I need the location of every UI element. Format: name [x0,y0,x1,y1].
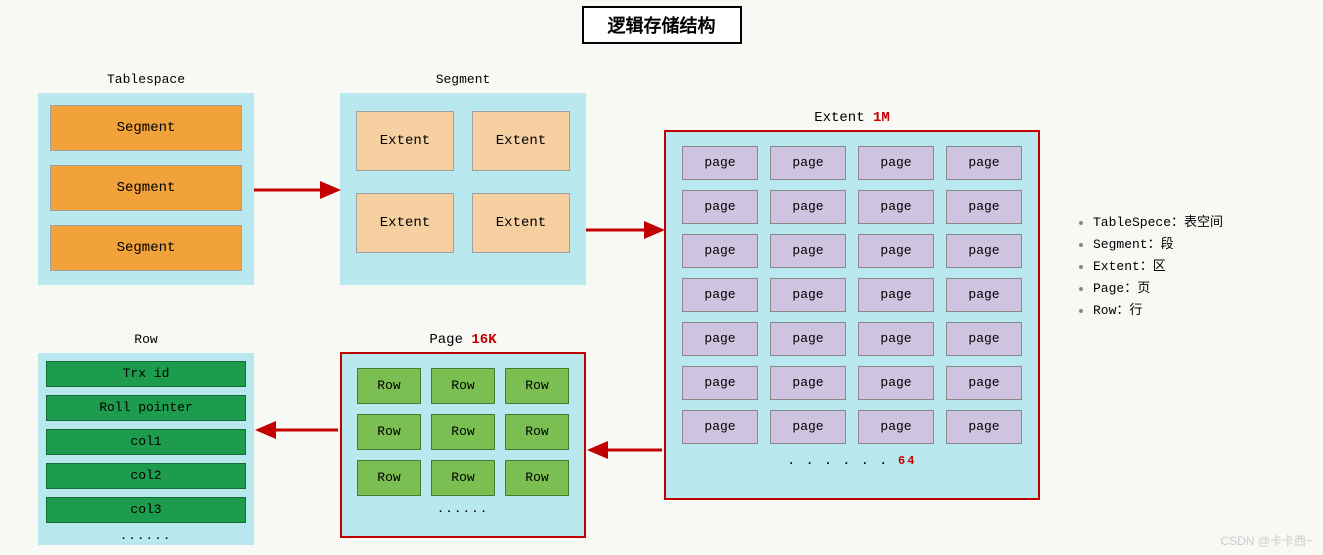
extent-page-cell: page [770,366,846,400]
extent-footer-accent: 64 [898,454,916,468]
extent-label: Extent 1M [664,110,1040,126]
extent-page-cell: page [858,234,934,268]
page-footer-dots: ...... [354,504,572,516]
extent-page-cell: page [946,146,1022,180]
extent-page-cell: page [770,278,846,312]
page-label-prefix: Page [429,332,471,348]
extent-page-cell: page [858,190,934,224]
extent-page-cell: page [946,234,1022,268]
extent-page-cell: page [682,234,758,268]
row-section: Row Trx id Roll pointer col1 col2 col3 .....… [38,332,254,545]
row-footer-dots: ...... [46,531,246,543]
extent-page-cell: page [682,146,758,180]
extent-grid: page page page page page page page page page page… [676,146,1028,444]
extent-panel: page page page page page page page page page page… [664,130,1040,500]
tablespace-panel: Segment Segment Segment [38,93,254,285]
extent-page-cell: page [770,234,846,268]
segment-section: Segment Extent Extent Extent Extent [340,72,586,285]
extent-page-cell: page [946,190,1022,224]
row-label: Row [38,332,254,347]
extent-page-cell: page [858,322,934,356]
extent-label-accent: 1M [873,110,890,126]
page-label-accent: 16K [471,332,496,348]
row-field: Trx id [46,361,246,387]
extent-page-cell: page [858,410,934,444]
page-label: Page 16K [340,332,586,348]
row-panel: Trx id Roll pointer col1 col2 col3 ...... [38,353,254,545]
extent-page-cell: page [682,410,758,444]
extent-page-cell: page [858,278,934,312]
page-row-cell: Row [505,460,569,496]
row-field: Roll pointer [46,395,246,421]
legend-item: Row：行 [1093,300,1223,322]
legend-item: Segment：段 [1093,234,1223,256]
page-row-cell: Row [431,460,495,496]
row-fields: Trx id Roll pointer col1 col2 col3 [46,361,246,523]
extent-label-prefix: Extent [814,110,873,126]
row-field: col1 [46,429,246,455]
legend-item: Page：页 [1093,278,1223,300]
extent-page-cell: page [682,278,758,312]
segment-extent: Extent [356,111,454,171]
row-field: col3 [46,497,246,523]
segment-extent: Extent [472,193,570,253]
tablespace-label: Tablespace [38,72,254,87]
segment-panel: Extent Extent Extent Extent [340,93,586,285]
watermark: CSDN @卡卡西~ [1220,532,1313,549]
tablespace-section: Tablespace Segment Segment Segment [38,72,254,285]
extent-page-cell: page [770,146,846,180]
extent-page-cell: page [858,146,934,180]
extent-section: Extent 1M pagepagepagepagepagepagepagepa… [664,110,1040,500]
extent-page-cell: page [946,366,1022,400]
extent-page-cell: page [770,190,846,224]
segment-extent: Extent [356,193,454,253]
page-section: Page 16K Row Row Row Row Row Row Row Row Row ...… [340,332,586,538]
page-row-cell: Row [431,414,495,450]
legend-item: TableSpece：表空间 [1093,212,1223,234]
page-panel: Row Row Row Row Row Row Row Row Row ...... [340,352,586,538]
page-row-grid: Row Row Row Row Row Row Row Row Row [354,368,572,496]
page-row-cell: Row [431,368,495,404]
extent-footer-dots: . . . . . . [788,454,898,468]
tablespace-segment: Segment [50,165,242,211]
legend: TableSpece：表空间Segment：段Extent：区Page：页Row… [1075,212,1223,322]
diagram-title: 逻辑存储结构 [582,6,742,44]
page-row-cell: Row [357,368,421,404]
extent-page-cell: page [682,366,758,400]
page-row-cell: Row [357,414,421,450]
extent-footer: . . . . . . 64 [676,454,1028,468]
segment-extent: Extent [472,111,570,171]
extent-page-cell: page [858,366,934,400]
extent-page-cell: page [946,410,1022,444]
page-row-cell: Row [357,460,421,496]
page-row-cell: Row [505,414,569,450]
extent-page-cell: page [770,410,846,444]
row-field: col2 [46,463,246,489]
extent-page-cell: page [682,190,758,224]
segment-label: Segment [340,72,586,87]
tablespace-segment: Segment [50,105,242,151]
page-row-cell: Row [505,368,569,404]
extent-page-cell: page [946,278,1022,312]
extent-page-cell: page [770,322,846,356]
extent-page-cell: page [682,322,758,356]
tablespace-segment: Segment [50,225,242,271]
extent-page-cell: page [946,322,1022,356]
legend-item: Extent：区 [1093,256,1223,278]
